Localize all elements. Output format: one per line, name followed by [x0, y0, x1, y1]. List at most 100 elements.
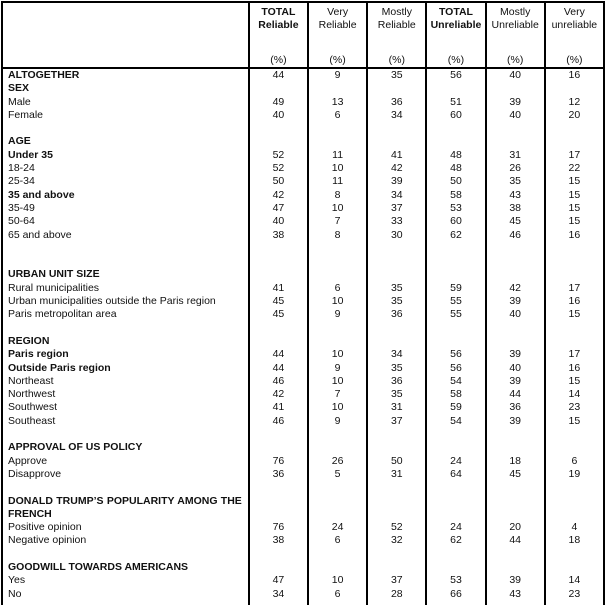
value-cell: 35 [484, 175, 545, 189]
value-cell [366, 82, 427, 96]
value-cell: 32 [366, 534, 427, 548]
value-cell [425, 560, 486, 575]
value-cell [484, 494, 545, 522]
value-cell: 64 [425, 467, 486, 482]
value-cell: 6 [306, 587, 368, 601]
value-cell: 60 [425, 215, 486, 229]
row-label: AGE [8, 135, 31, 148]
value-cell [543, 82, 604, 96]
value-cell: 62 [425, 228, 486, 242]
value-cell: 76 [247, 454, 308, 468]
value-cell [366, 494, 427, 522]
table-row: Northwest 42 7 35 58 44 14 [2, 388, 604, 402]
value-cell [425, 547, 486, 561]
spacer-row [2, 428, 604, 442]
row-label: DONALD TRUMP’S POPULARITY AMONG THE FREN… [8, 494, 242, 520]
value-cell: 15 [543, 201, 604, 216]
value-cell: 33 [366, 215, 427, 229]
value-cell: 59 [425, 401, 486, 415]
table-row: 35 and above 42 8 34 58 43 15 [2, 188, 604, 202]
table-row: ALTOGETHER 44 9 35 56 40 16 [2, 68, 604, 83]
value-cell [306, 241, 368, 256]
value-cell: 50 [366, 454, 427, 468]
value-cell: 36 [366, 374, 427, 389]
value-cell [543, 122, 604, 136]
row-label [2, 122, 249, 135]
value-cell: 49 [247, 95, 308, 109]
value-cell: 31 [366, 401, 427, 415]
value-cell [484, 255, 545, 269]
value-cell: 47 [247, 201, 308, 216]
value-cell: 28 [366, 587, 427, 601]
value-cell: 15 [543, 215, 604, 229]
value-cell [543, 241, 604, 256]
value-cell [366, 560, 427, 575]
value-cell: 52 [247, 148, 308, 163]
spacer-row [2, 255, 604, 269]
row-label: Northeast [8, 374, 54, 387]
value-cell: 19 [543, 467, 604, 482]
table-row: APPROVAL OF US POLICY [2, 441, 604, 455]
value-cell: 16 [543, 361, 604, 375]
value-cell [247, 135, 308, 149]
value-cell [425, 82, 486, 96]
row-label: Urban municipalities outside the Paris r… [8, 295, 216, 308]
value-cell: 15 [543, 175, 604, 189]
value-cell [306, 494, 368, 522]
table-row: Northeast 46 10 36 54 39 15 [2, 374, 604, 389]
value-cell: 17 [543, 148, 604, 163]
value-cell: 44 [484, 388, 545, 402]
value-cell: 9 [306, 361, 368, 375]
row-label: Negative opinion [8, 534, 87, 547]
value-cell [484, 334, 545, 349]
value-cell [247, 255, 308, 269]
value-cell: 18 [543, 534, 604, 548]
value-cell: 26 [306, 454, 368, 468]
row-label: 18-24 [8, 162, 35, 175]
value-cell: 8 [306, 188, 368, 202]
value-cell: 31 [366, 467, 427, 482]
row-label: Southeast [8, 414, 56, 427]
value-cell: 45 [247, 308, 308, 322]
value-cell [543, 494, 604, 522]
value-cell: 15 [543, 188, 604, 202]
value-cell [247, 122, 308, 136]
value-cell [247, 600, 308, 605]
value-cell: 38 [484, 201, 545, 216]
value-cell [366, 428, 427, 442]
value-cell [543, 560, 604, 575]
row-label: 35-49 [8, 201, 35, 214]
spacer-row [2, 481, 604, 495]
value-cell [484, 600, 545, 605]
table-row: Negative opinion 38 6 32 62 44 18 [2, 534, 604, 548]
value-cell: 39 [484, 574, 545, 588]
value-cell [425, 481, 486, 495]
value-cell [425, 494, 486, 522]
column-unit: (%) [270, 54, 287, 66]
table-row: GOODWILL TOWARDS AMERICANS [2, 560, 604, 575]
value-cell [306, 321, 368, 335]
value-cell [306, 255, 368, 269]
value-cell [247, 334, 308, 349]
row-label [2, 255, 249, 268]
column-label: Mostly Reliable [377, 6, 416, 31]
value-cell [247, 268, 308, 282]
row-label: Outside Paris region [8, 361, 111, 374]
table-row: REGION [2, 334, 604, 349]
value-cell: 10 [306, 295, 368, 309]
value-cell [484, 82, 545, 96]
column-label: TOTAL Unreliable [430, 6, 482, 31]
row-label: Male [8, 95, 31, 108]
table-row: Female 40 6 34 60 40 20 [2, 108, 604, 123]
header-row: TOTAL Reliable (%) Very Reliable (%) Mostly … [2, 2, 604, 69]
value-cell: 16 [543, 228, 604, 242]
value-cell: 40 [484, 108, 545, 123]
value-cell: 11 [306, 175, 368, 189]
value-cell [425, 334, 486, 349]
column-unit: (%) [388, 54, 405, 66]
value-cell: 15 [543, 374, 604, 389]
value-cell: 52 [366, 521, 427, 535]
value-cell: 44 [247, 361, 308, 375]
row-label [2, 481, 249, 494]
value-cell [366, 547, 427, 561]
